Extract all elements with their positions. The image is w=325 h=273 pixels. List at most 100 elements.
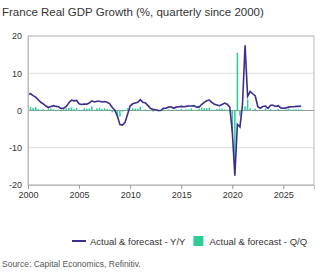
- bar: [300, 109, 302, 110]
- bar: [50, 109, 52, 111]
- bar: [277, 109, 279, 110]
- bar: [45, 110, 47, 111]
- bar-series: [28, 53, 302, 160]
- bar: [71, 108, 73, 111]
- bar: [272, 110, 274, 111]
- bar: [99, 108, 101, 111]
- bar: [280, 110, 282, 111]
- x-tick-mark: [28, 185, 29, 189]
- bar: [142, 110, 144, 111]
- bar: [267, 110, 269, 111]
- bar: [290, 109, 292, 111]
- bar: [119, 111, 121, 117]
- bar: [152, 111, 154, 112]
- bar: [295, 109, 297, 110]
- bar: [91, 106, 93, 110]
- bar: [247, 99, 249, 110]
- bar: [244, 106, 246, 110]
- bar: [145, 109, 147, 110]
- legend-key: [72, 240, 86, 242]
- bar: [30, 107, 32, 110]
- bar: [275, 109, 277, 111]
- bar: [224, 109, 226, 110]
- y-tick-label: 20: [12, 31, 22, 41]
- x-tick: 2025: [274, 185, 294, 200]
- bar: [188, 109, 190, 110]
- grid: [28, 36, 314, 185]
- x-tick-mark: [79, 185, 80, 189]
- x-axis-line: [29, 186, 315, 190]
- bar: [43, 109, 45, 110]
- bar: [112, 111, 114, 113]
- bar: [203, 108, 205, 110]
- x-tick-label: 2020: [223, 190, 243, 200]
- bar: [293, 109, 295, 110]
- bar: [173, 110, 175, 111]
- legend-key: [193, 236, 203, 246]
- bar: [122, 111, 124, 112]
- bar: [104, 108, 106, 110]
- bar: [94, 110, 96, 111]
- bar: [35, 107, 37, 110]
- x-tick: 2020: [223, 185, 243, 200]
- bar: [40, 109, 42, 111]
- bar: [81, 109, 83, 111]
- bar: [226, 109, 228, 111]
- bar: [60, 110, 62, 112]
- bar: [191, 108, 193, 110]
- bar: [183, 110, 185, 111]
- y-tick: 10: [12, 69, 28, 79]
- bar: [186, 109, 188, 110]
- bar: [260, 110, 262, 111]
- x-tick-label: 2025: [274, 190, 294, 200]
- bar: [216, 109, 218, 110]
- x-tick-mark: [283, 185, 284, 189]
- bar: [48, 109, 50, 111]
- y-tick: -10: [9, 143, 28, 153]
- x-tick-mark: [181, 185, 182, 189]
- x-tick-mark: [232, 185, 233, 189]
- bar: [165, 110, 167, 111]
- bar: [211, 109, 213, 111]
- bar: [257, 110, 259, 111]
- x-tick-label: 2010: [121, 190, 141, 200]
- x-tick-label: 2015: [172, 190, 192, 200]
- bar: [201, 108, 203, 111]
- bar: [124, 109, 126, 111]
- bar: [53, 109, 55, 110]
- bar: [270, 109, 272, 110]
- bar: [237, 53, 239, 111]
- bar: [193, 110, 195, 111]
- bar: [288, 109, 290, 111]
- bar: [66, 108, 68, 110]
- bar: [249, 108, 251, 110]
- x-tick-mark: [130, 185, 131, 189]
- bar: [178, 110, 180, 111]
- y-axis-line: [28, 37, 29, 186]
- x-tick-label: 2000: [18, 190, 38, 200]
- bar: [132, 108, 134, 110]
- legend: Actual & forecast - Y/YActual & forecast…: [72, 236, 307, 247]
- bar: [83, 108, 85, 110]
- grid-line: [28, 73, 314, 74]
- bar: [73, 109, 75, 110]
- source: Source: Capital Economics, Refinitiv.: [2, 259, 141, 269]
- x-tick: 2010: [121, 185, 141, 200]
- x-tick: 2015: [172, 185, 192, 200]
- bar: [58, 109, 60, 111]
- chart: France Real GDP Growth (%, quarterly sin…: [0, 0, 325, 273]
- y-axis: -20-1001020: [9, 31, 29, 190]
- bar: [262, 110, 264, 111]
- bar: [221, 109, 223, 111]
- bar: [101, 109, 103, 110]
- grid-line: [28, 147, 314, 148]
- legend-item: Actual & forecast - Q/Q: [193, 236, 307, 247]
- bar: [175, 109, 177, 110]
- y-tick: 0: [17, 106, 28, 116]
- bar: [78, 109, 80, 111]
- bar: [180, 109, 182, 110]
- bar: [298, 109, 300, 110]
- bar: [206, 108, 208, 110]
- bar: [140, 107, 142, 111]
- bar: [134, 109, 136, 111]
